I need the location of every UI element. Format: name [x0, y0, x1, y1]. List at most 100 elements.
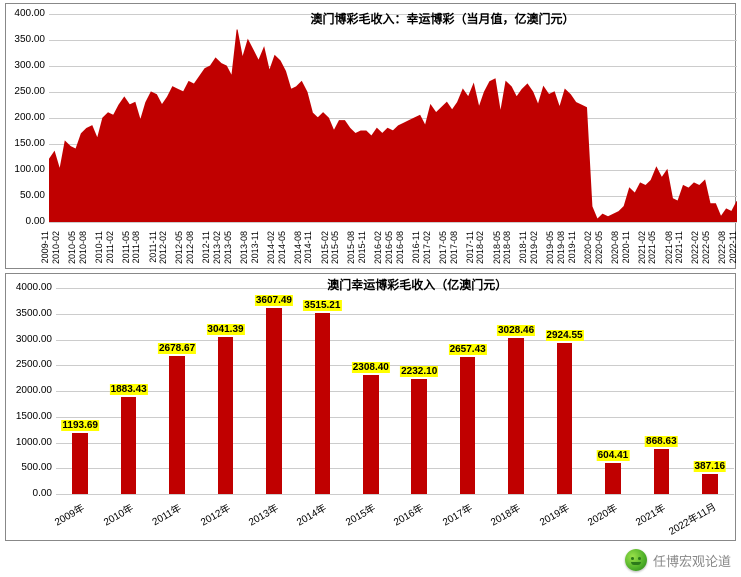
- bar-value-label: 868.63: [645, 436, 678, 447]
- bar: [411, 379, 426, 494]
- y-tick-label: 0.00: [6, 216, 45, 227]
- x-tick-label: 2016-05: [384, 231, 394, 264]
- bar-value-label: 604.41: [597, 450, 630, 461]
- x-tick-label: 2021-02: [637, 231, 647, 264]
- x-tick-label: 2017-08: [449, 231, 459, 264]
- y-tick-label: 400.00: [6, 8, 45, 19]
- area-svg: [49, 14, 737, 222]
- bar: [266, 308, 281, 494]
- x-tick-label: 2009年: [51, 499, 86, 528]
- bar-plot: 1193.691883.432678.673041.393607.493515.…: [56, 288, 734, 494]
- x-tick-label: 2015-11: [357, 231, 367, 263]
- x-tick-label: 2014-11: [303, 231, 313, 263]
- x-tick-label: 2014年: [293, 499, 328, 528]
- wechat-icon: [625, 549, 647, 571]
- bar-value-label: 2924.55: [545, 330, 583, 341]
- x-tick-label: 2010-05: [67, 231, 77, 264]
- x-tick-label: 2016-02: [373, 231, 383, 264]
- bar: [654, 449, 669, 494]
- x-tick-label: 2011-08: [131, 231, 141, 263]
- x-tick-label: 2012-02: [158, 231, 168, 264]
- x-tick-label: 2017-11: [465, 231, 475, 263]
- bar: [218, 337, 233, 494]
- x-tick-label: 2020-08: [610, 231, 620, 264]
- grid-line: [56, 314, 734, 315]
- x-tick-label: 2018-11: [518, 231, 528, 263]
- x-tick-label: 2022-11: [728, 231, 738, 263]
- y-tick-label: 50.00: [6, 190, 45, 201]
- bar-value-label: 1883.43: [110, 384, 148, 395]
- bar-value-label: 3028.46: [497, 325, 535, 336]
- x-tick-label: 2010-08: [78, 231, 88, 264]
- y-tick-label: 150.00: [6, 138, 45, 149]
- bar: [605, 463, 620, 494]
- monthly-area-chart: 0.0050.00100.00150.00200.00250.00300.003…: [5, 3, 736, 269]
- x-tick-label: 2016年: [390, 499, 425, 528]
- x-tick-label: 2013-05: [223, 231, 233, 264]
- bar-value-label: 2678.67: [158, 343, 196, 354]
- x-tick-label: 2013年: [245, 499, 280, 528]
- y-tick-label: 0.00: [6, 488, 52, 499]
- y-tick-label: 500.00: [6, 462, 52, 473]
- bar: [702, 474, 717, 494]
- x-tick-label: 2010-02: [51, 231, 61, 264]
- bar-value-label: 3607.49: [255, 295, 293, 306]
- y-tick-label: 1000.00: [6, 437, 52, 448]
- x-tick-label: 2013-02: [212, 231, 222, 264]
- bar: [315, 313, 330, 494]
- x-tick-label: 2014-08: [293, 231, 303, 264]
- bar-value-label: 3515.21: [303, 300, 341, 311]
- y-tick-label: 200.00: [6, 112, 45, 123]
- x-tick-label: 2017年: [439, 499, 474, 528]
- bar: [72, 433, 87, 494]
- x-tick-label: 2012年: [197, 499, 232, 528]
- bar-value-label: 2308.40: [352, 362, 390, 373]
- annual-bar-chart: 1193.691883.432678.673041.393607.493515.…: [5, 273, 736, 541]
- x-tick-label: 2013-08: [239, 231, 249, 264]
- x-tick-label: 2018年: [487, 499, 522, 528]
- x-tick-label: 2021-05: [647, 231, 657, 264]
- bar: [557, 343, 572, 494]
- x-tick-label: 2019-05: [545, 231, 555, 264]
- y-tick-label: 300.00: [6, 60, 45, 71]
- y-tick-label: 250.00: [6, 86, 45, 97]
- grid-line: [56, 417, 734, 418]
- x-tick-label: 2020年: [584, 499, 619, 528]
- x-tick-label: 2021年: [632, 499, 667, 528]
- chart-title: 澳门幸运博彩毛收入（亿澳门元）: [327, 276, 507, 293]
- x-tick-label: 2019-02: [529, 231, 539, 264]
- x-tick-label: 2020-11: [621, 231, 631, 263]
- x-tick-label: 2019-11: [567, 231, 577, 263]
- x-tick-label: 2011-11: [148, 231, 158, 263]
- y-tick-label: 100.00: [6, 164, 45, 175]
- y-tick-label: 3000.00: [6, 334, 52, 345]
- watermark-text: 任博宏观论道: [653, 551, 731, 570]
- x-tick-label: 2018-05: [492, 231, 502, 264]
- y-tick-label: 3500.00: [6, 308, 52, 319]
- x-tick-label: 2015-02: [320, 231, 330, 264]
- bar: [121, 397, 136, 494]
- bar-value-label: 387.16: [693, 461, 726, 472]
- x-tick-label: 2022-08: [717, 231, 727, 264]
- x-tick-label: 2011年: [149, 499, 184, 528]
- x-tick-label: 2015-08: [346, 231, 356, 264]
- bar: [169, 356, 184, 494]
- x-tick-label: 2022-02: [690, 231, 700, 264]
- x-tick-label: 2021-08: [664, 231, 674, 264]
- grid-line: [56, 443, 734, 444]
- y-tick-label: 4000.00: [6, 282, 52, 293]
- x-tick-label: 2012-05: [174, 231, 184, 264]
- x-tick-label: 2020-02: [583, 231, 593, 264]
- x-tick-label: 2014-02: [266, 231, 276, 264]
- x-tick-label: 2015-05: [330, 231, 340, 264]
- x-tick-label: 2015年: [342, 499, 377, 528]
- bar: [363, 375, 378, 494]
- chart-title: 澳门博彩毛收入：幸运博彩（当月值，亿澳门元）: [310, 10, 574, 27]
- grid-line: [56, 468, 734, 469]
- grid-line: [49, 222, 737, 223]
- x-tick-label: 2016-08: [395, 231, 405, 264]
- grid-line: [56, 391, 734, 392]
- grid-line: [56, 340, 734, 341]
- area-path: [49, 30, 737, 222]
- bar-value-label: 3041.39: [206, 324, 244, 335]
